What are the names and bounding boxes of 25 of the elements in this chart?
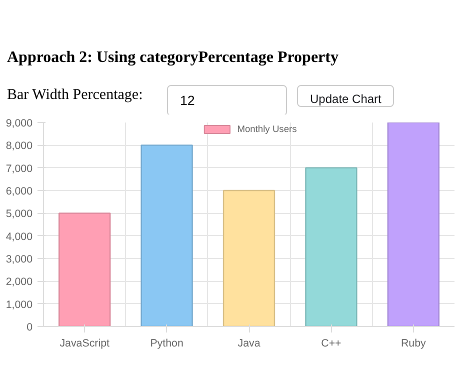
bar <box>305 167 358 326</box>
y-tick-label: 2,000 <box>6 276 33 288</box>
bar <box>58 212 111 326</box>
y-tick-label: 5,000 <box>6 208 33 220</box>
x-tick-label: C++ <box>321 338 342 350</box>
text: Bar Width Percentage: <box>7 86 143 105</box>
x-tick-label: Ruby <box>400 338 427 350</box>
x-tick-label: JavaScript <box>60 338 110 350</box>
y-tick-label: 0 <box>26 322 33 334</box>
bar <box>140 144 193 326</box>
y-tick-label: 7,000 <box>6 162 33 175</box>
x-tick-label: Python <box>150 338 184 350</box>
x-tick-label: Java <box>238 338 260 350</box>
y-tick-label: 1,000 <box>6 298 33 311</box>
text: Update Chart <box>297 85 394 107</box>
y-tick-label: 9,000 <box>6 118 33 130</box>
chart-title: Approach 2: Using categoryPercentage Property <box>7 48 338 68</box>
bar <box>222 190 276 326</box>
legend-label: Monthly Users <box>237 124 297 134</box>
y-tick-label: 6,000 <box>6 186 33 198</box>
y-tick-label: 3,000 <box>6 254 33 266</box>
y-tick-label: 8,000 <box>6 140 33 152</box>
text: 12 <box>167 85 287 116</box>
bar <box>387 122 440 326</box>
y-tick-label: 4,000 <box>6 230 33 243</box>
